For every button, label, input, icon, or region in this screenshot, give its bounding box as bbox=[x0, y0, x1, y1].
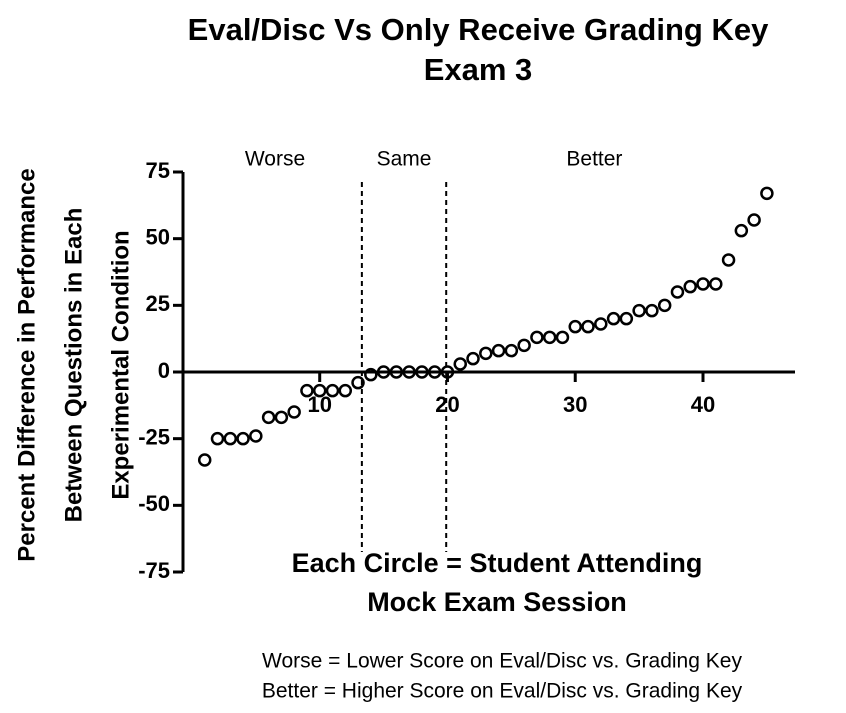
point bbox=[568, 319, 582, 334]
point bbox=[632, 303, 646, 318]
point bbox=[415, 365, 429, 379]
chart-title: Exam 3 bbox=[424, 52, 533, 87]
point bbox=[210, 431, 225, 446]
point bbox=[581, 319, 595, 334]
point bbox=[670, 285, 685, 299]
point bbox=[479, 346, 493, 361]
point bbox=[696, 277, 710, 291]
point bbox=[274, 410, 289, 425]
point bbox=[721, 253, 736, 267]
point bbox=[389, 365, 404, 379]
y-axis-label: Percent Difference in Performance bbox=[13, 168, 40, 561]
y-axis-label: Experimental Condition bbox=[107, 230, 134, 499]
y-tick-label: -75 bbox=[138, 558, 170, 583]
point bbox=[645, 303, 659, 318]
y-tick-label: -50 bbox=[138, 491, 170, 516]
point bbox=[223, 431, 238, 446]
point bbox=[338, 383, 353, 398]
chart-title: Eval/Disc Vs Only Receive Grading Key bbox=[188, 12, 769, 47]
x-tick-label: 40 bbox=[691, 392, 715, 417]
point bbox=[312, 383, 327, 398]
region-label: Better bbox=[566, 148, 622, 171]
point bbox=[606, 311, 621, 326]
region-label: Same bbox=[377, 148, 432, 171]
point bbox=[351, 375, 365, 390]
point bbox=[300, 383, 314, 398]
x-tick-label: 30 bbox=[563, 392, 587, 417]
point bbox=[657, 298, 672, 313]
point bbox=[261, 410, 276, 425]
point bbox=[287, 405, 301, 419]
point bbox=[683, 279, 697, 294]
point bbox=[427, 365, 442, 379]
region-label: Worse bbox=[245, 148, 305, 171]
x-tick-label: 20 bbox=[435, 392, 459, 417]
y-tick-label: 50 bbox=[146, 224, 170, 249]
point bbox=[760, 186, 774, 201]
y-axis-label: Between Questions in Each bbox=[60, 208, 87, 523]
point bbox=[364, 367, 378, 382]
y-tick-label: 75 bbox=[146, 158, 170, 183]
point bbox=[453, 357, 468, 371]
point bbox=[747, 213, 761, 227]
y-tick-label: -25 bbox=[138, 424, 170, 449]
point bbox=[249, 429, 263, 443]
y-tick-label: 25 bbox=[146, 291, 170, 316]
point bbox=[491, 343, 506, 358]
point bbox=[402, 365, 416, 379]
point bbox=[530, 330, 544, 345]
point bbox=[466, 351, 480, 366]
point bbox=[734, 223, 749, 238]
point bbox=[325, 383, 340, 398]
y-tick-label: 0 bbox=[158, 358, 170, 383]
footnote: Better = Higher Score on Eval/Disc vs. G… bbox=[262, 680, 743, 703]
annotation: Mock Exam Session bbox=[367, 587, 627, 617]
annotation: Each Circle = Student Attending bbox=[292, 548, 703, 578]
point bbox=[236, 431, 250, 446]
point bbox=[594, 317, 608, 331]
point bbox=[542, 330, 557, 345]
point bbox=[555, 330, 570, 345]
point bbox=[440, 365, 455, 379]
point bbox=[197, 453, 212, 467]
point bbox=[376, 365, 391, 379]
footnote: Worse = Lower Score on Eval/Disc vs. Gra… bbox=[262, 650, 742, 673]
point bbox=[619, 311, 634, 326]
point bbox=[709, 277, 723, 291]
point bbox=[504, 343, 519, 358]
point bbox=[517, 338, 531, 353]
